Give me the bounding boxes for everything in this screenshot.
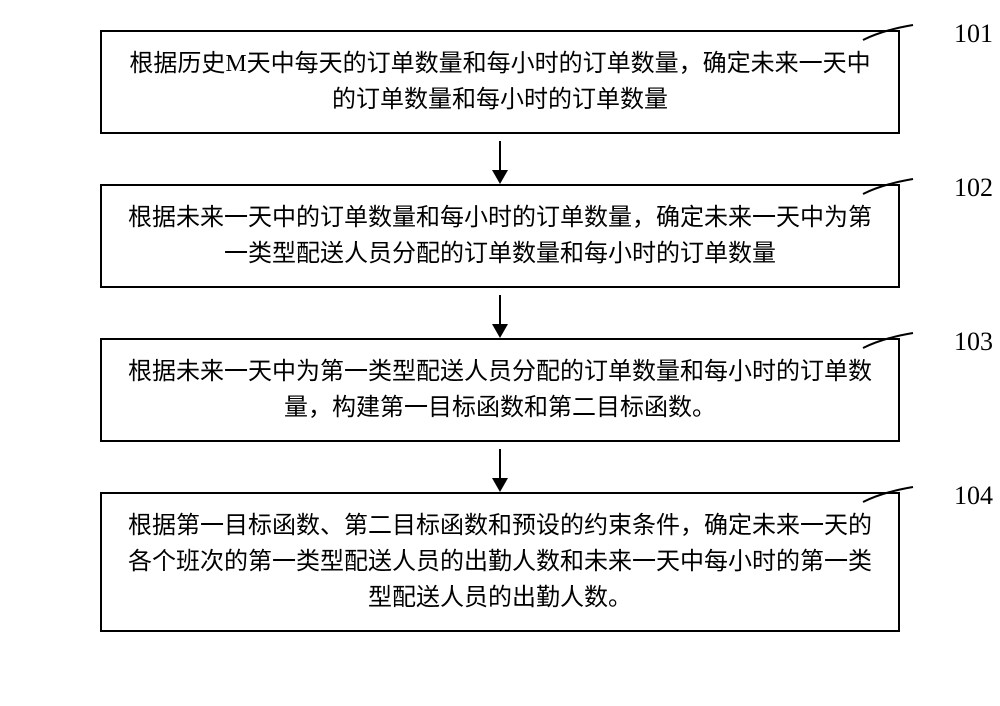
arrow-head-icon [492,170,508,184]
node-label: 104 [954,476,993,515]
flowchart-node-101: 101 根据历史M天中每天的订单数量和每小时的订单数量，确定未来一天中的订单数量… [100,30,900,134]
leader-line-icon [858,484,918,514]
node-label: 103 [954,322,993,361]
node-label: 101 [954,14,993,53]
flowchart-arrow [499,288,501,338]
leader-line-icon [858,176,918,206]
leader-line-icon [858,22,918,52]
node-text: 根据未来一天中的订单数量和每小时的订单数量，确定未来一天中为第一类型配送人员分配… [128,205,872,267]
node-text: 根据第一目标函数、第二目标函数和预设的约束条件，确定未来一天的各个班次的第一类型… [128,513,872,611]
leader-line-icon [858,330,918,360]
flowchart-container: 101 根据历史M天中每天的订单数量和每小时的订单数量，确定未来一天中的订单数量… [50,30,950,632]
node-text: 根据历史M天中每天的订单数量和每小时的订单数量，确定未来一天中的订单数量和每小时… [129,51,870,113]
flowchart-node-104: 104 根据第一目标函数、第二目标函数和预设的约束条件，确定未来一天的各个班次的… [100,492,900,632]
arrow-head-icon [492,324,508,338]
node-text: 根据未来一天中为第一类型配送人员分配的订单数量和每小时的订单数量，构建第一目标函… [128,359,872,421]
node-label: 102 [954,168,993,207]
flowchart-node-102: 102 根据未来一天中的订单数量和每小时的订单数量，确定未来一天中为第一类型配送… [100,184,900,288]
flowchart-node-103: 103 根据未来一天中为第一类型配送人员分配的订单数量和每小时的订单数量，构建第… [100,338,900,442]
arrow-head-icon [492,478,508,492]
flowchart-arrow [499,134,501,184]
flowchart-arrow [499,442,501,492]
